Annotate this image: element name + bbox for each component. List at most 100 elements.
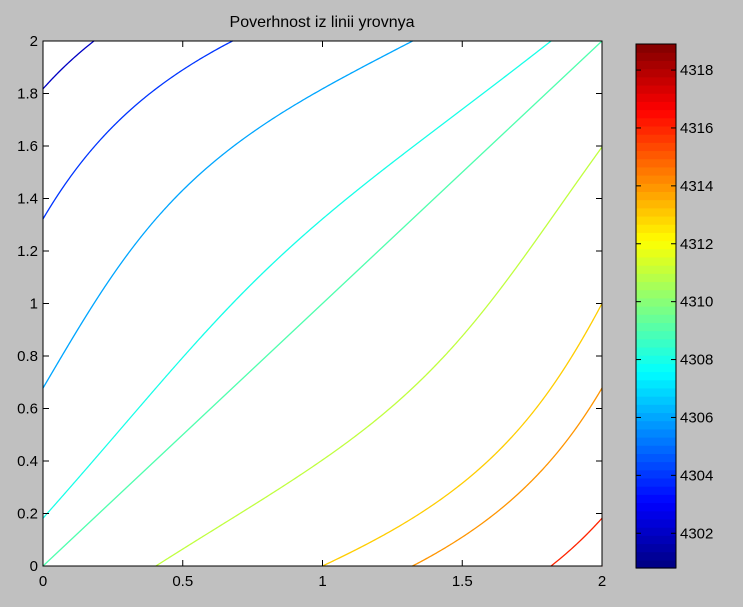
x-tick-label: 1 (318, 573, 326, 590)
colorbar-band (636, 207, 676, 217)
colorbar-band (636, 486, 676, 495)
colorbar-band (636, 330, 676, 340)
colorbar-band (636, 404, 676, 414)
contour-level-4308 (42, 40, 552, 519)
colorbar-band (636, 322, 676, 332)
colorbar-band (636, 134, 676, 143)
x-tick-label: 0.5 (172, 573, 193, 590)
colorbar-band (636, 437, 676, 446)
colorbar-band (636, 166, 676, 176)
x-axis: 0 0.5 1 1.5 2 (39, 41, 606, 590)
colorbar-band (636, 256, 676, 266)
colorbar-band (636, 396, 676, 405)
colorbar-frame (635, 43, 677, 569)
colorbar-band (636, 306, 676, 315)
colorbar-band (636, 84, 676, 94)
y-tick-label: 0.4 (17, 453, 38, 470)
y-tick-label: 1.2 (17, 243, 38, 260)
colorbar-band (636, 387, 676, 397)
y-tick-label: 1.8 (17, 86, 38, 103)
y-tick-label: 0.6 (17, 401, 38, 418)
colorbar-tick-label: 4304 (680, 467, 713, 484)
colorbar-band (636, 117, 676, 127)
colorbar-band (636, 44, 676, 53)
colorbar-band (636, 559, 676, 569)
y-tick-label: 0.2 (17, 506, 38, 523)
colorbar: 4302 4304 4306 4308 4310 4312 4314 4316 4318 (635, 43, 713, 569)
colorbar-band (636, 420, 676, 430)
colorbar-band (636, 109, 676, 119)
colorbar-band (636, 215, 676, 225)
colorbar-band (636, 289, 676, 299)
colorbar-band (636, 314, 676, 323)
colorbar-band (636, 551, 676, 561)
colorbar-band (636, 142, 676, 152)
chart-title: Poverhnost iz linii yrovnya (230, 14, 415, 31)
colorbar-band (636, 469, 676, 479)
colorbar-band (636, 535, 676, 545)
colorbar-band (636, 297, 676, 307)
colorbar-tick-label: 4318 (680, 62, 713, 79)
colorbar-band (636, 76, 676, 86)
colorbar-band (636, 199, 676, 209)
x-tick-label: 0 (39, 573, 47, 590)
colorbar-band (636, 248, 676, 258)
colorbar-band (636, 232, 676, 242)
colorbar-tick-label: 4310 (680, 294, 713, 311)
colorbar-band (636, 101, 676, 111)
colorbar-band (636, 518, 676, 528)
contour-lines (42, 40, 603, 567)
colorbar-tick-label: 4314 (680, 178, 713, 195)
colorbar-tick-label: 4308 (680, 352, 713, 369)
colorbar-band (636, 158, 676, 168)
colorbar-band (636, 150, 676, 160)
y-tick-label: 0.8 (17, 348, 38, 365)
y-axis: 0 0.2 0.4 0.6 0.8 1 1.2 1.4 1.6 1.8 2 (17, 33, 602, 575)
colorbar-band (636, 363, 676, 373)
colorbar-band (636, 502, 676, 512)
colorbar-band (636, 477, 676, 487)
x-tick-label: 1.5 (452, 573, 473, 590)
y-tick-label: 0 (30, 558, 38, 575)
colorbar-band (636, 175, 676, 184)
colorbar-band (636, 494, 676, 504)
colorbar-band (636, 445, 676, 454)
colorbar-band (636, 371, 676, 381)
y-tick-label: 2 (30, 33, 38, 50)
contour-level-4304 (42, 40, 234, 220)
colorbar-band (636, 191, 676, 201)
y-tick-label: 1.4 (17, 191, 38, 208)
colorbar-band (636, 527, 676, 536)
y-tick-label: 1.6 (17, 138, 38, 155)
colorbar-band (636, 412, 676, 422)
colorbar-band (636, 68, 676, 78)
colorbar-band (636, 52, 676, 61)
colorbar-band (636, 125, 676, 135)
colorbar-band (636, 453, 676, 463)
colorbar-band (636, 346, 676, 356)
colorbar-band (636, 224, 676, 233)
colorbar-tick-label: 4316 (680, 120, 713, 137)
colorbar-band (636, 510, 676, 520)
colorbar-tick-label: 4312 (680, 236, 713, 253)
contour-level-4314 (411, 387, 603, 567)
colorbar-band (636, 461, 676, 471)
contour-level-4309 (42, 40, 603, 567)
colorbar-band (636, 60, 676, 70)
contour-level-4311 (155, 146, 603, 567)
colorbar-tick-label: 4302 (680, 525, 713, 542)
y-tick-label: 1 (30, 296, 38, 313)
colorbar-band (636, 183, 676, 192)
colorbar-tick-label: 4306 (680, 409, 713, 426)
colorbar-band (636, 428, 676, 438)
colorbar-band (636, 273, 676, 283)
colorbar-band (636, 355, 676, 364)
colorbar-band (636, 338, 676, 348)
colorbar-band (636, 265, 676, 274)
colorbar-band (636, 93, 676, 102)
colorbar-band (636, 543, 676, 553)
colorbar-band (636, 379, 676, 389)
x-tick-label: 2 (598, 573, 606, 590)
